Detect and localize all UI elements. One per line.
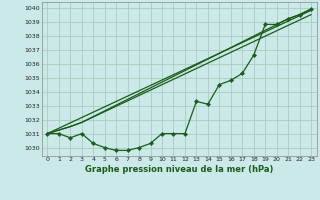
X-axis label: Graphe pression niveau de la mer (hPa): Graphe pression niveau de la mer (hPa) xyxy=(85,165,273,174)
